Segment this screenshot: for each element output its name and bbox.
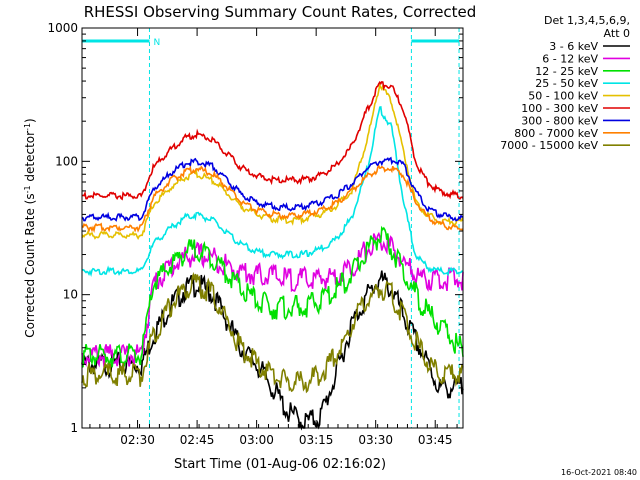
y-axis-label-sup1: -1 [23,185,32,193]
y-tick-label-0: 1 [70,421,78,435]
legend-label-2: 12 - 25 keV [535,65,598,78]
series-line-5 [81,80,464,201]
legend-label-6: 300 - 800 keV [521,114,598,127]
y-axis-label-part3: ) [23,118,37,123]
chart-title: RHESSI Observing Summary Count Rates, Co… [84,3,477,21]
y-axis-label: Corrected Count Rate (s-1 detector-1) [23,118,37,337]
x-tick-label-0: 02:30 [120,433,155,447]
axes-frame [81,27,464,429]
series-line-6 [81,156,464,222]
y-axis-label-sup2: -1 [23,123,32,131]
legend-label-0: 3 - 6 keV [549,40,598,53]
legend-label-1: 6 - 12 keV [542,52,598,65]
series-layer [81,80,464,431]
legend-label-7: 800 - 7000 keV [514,127,598,140]
series-line-2 [81,225,464,368]
plot-frame [81,27,464,429]
legend-header-line-2: Att 0 [604,27,630,40]
series-line-8 [81,271,464,394]
legend-label-3: 25 - 50 keV [535,77,598,90]
series-line-7 [81,164,464,234]
x-tick-label-5: 03:45 [418,433,453,447]
legend-label-8: 7000 - 15000 keV [500,139,598,152]
y-tick-label-1: 10 [63,288,78,302]
x-axis-label: Start Time (01-Aug-06 02:16:02) [174,457,386,472]
x-tick-label-2: 03:00 [239,433,274,447]
x-tick-label-4: 03:30 [358,433,393,447]
x-tick-label-1: 02:45 [180,433,215,447]
x-tick-label-3: 03:15 [299,433,334,447]
series-line-1 [81,231,464,368]
series-line-3 [81,106,464,277]
axis-ticks: 1 10 100 1000 02:30 02:45 03:00 03:15 03:30 03:45 [47,21,463,447]
series-line-4 [81,82,464,241]
y-axis-label-part1: Corrected Count Rate (s [23,193,37,337]
legend-label-4: 50 - 100 keV [528,90,598,103]
footer-timestamp: 16-Oct-2021 08:40 [561,468,637,477]
legend-label-5: 100 - 300 keV [521,102,598,115]
series-line-0 [81,270,464,431]
legend-header-line-1: Det 1,3,4,5,6,9, [544,14,630,27]
night-marker: N [153,38,160,48]
y-tick-label-2: 100 [55,154,78,168]
y-axis-label-part2: detector [23,131,37,186]
y-tick-label-3: 1000 [47,21,78,35]
